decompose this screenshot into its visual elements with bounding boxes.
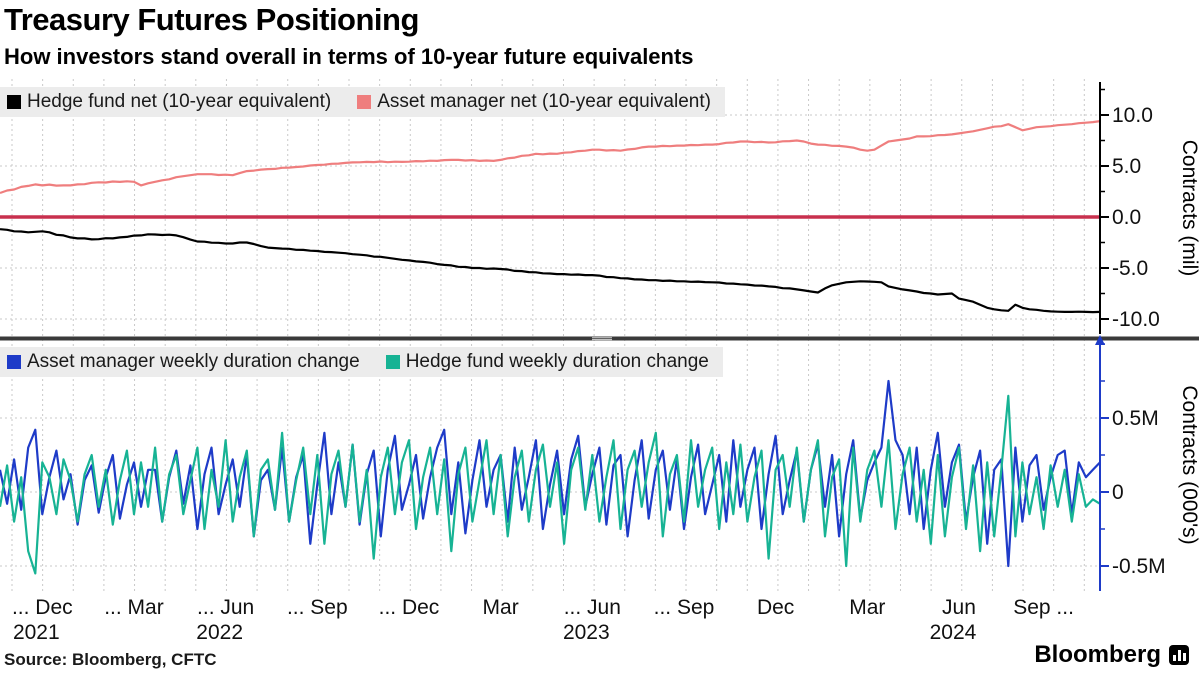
legend-item-asset-manager-change[interactable]: Asset manager weekly duration change: [7, 351, 360, 373]
x-tick-label: ... Dec: [12, 596, 73, 619]
y-tick-label: 5.0: [1112, 155, 1141, 178]
series-line-hedge-fund-weekly-duration-change: [0, 394, 1101, 575]
legend-top-panel: Hedge fund net (10-year equivalent) Asse…: [0, 87, 725, 117]
legend-item-hedge-fund-net[interactable]: Hedge fund net (10-year equivalent): [7, 91, 331, 113]
legend-label: Hedge fund net (10-year equivalent): [27, 91, 332, 112]
x-tick-label: Jun: [942, 596, 976, 619]
source-credit: Source: Bloomberg, CFTC: [4, 650, 217, 669]
x-year-label: 2024: [930, 621, 977, 644]
x-year-label: 2022: [196, 621, 243, 644]
x-tick-label: ... Jun: [564, 596, 621, 619]
legend-item-asset-manager-net[interactable]: Asset manager net (10-year equivalent): [357, 91, 711, 113]
bloomberg-brand: Bloomberg: [1034, 641, 1189, 669]
x-tick-label: ... Jun: [197, 596, 254, 619]
axis-arrow-icon: [1095, 335, 1105, 345]
y-tick-label: -5.0: [1112, 257, 1148, 280]
series-line-asset-manager-net-10-year-equivalent-: [0, 120, 1101, 195]
x-tick-label: Sep ...: [1013, 596, 1074, 619]
bloomberg-logo-text: Bloomberg: [1034, 641, 1161, 668]
legend-swatch-salmon-icon: [357, 95, 372, 109]
legend-item-hedge-fund-change[interactable]: Hedge fund weekly duration change: [385, 351, 709, 373]
x-tick-label: ... Mar: [104, 596, 164, 619]
series-line-asset-manager-weekly-duration-change: [0, 379, 1101, 568]
legend-label: Asset manager net (10-year equivalent): [377, 91, 711, 112]
panel-divider: [0, 336, 1199, 341]
legend-swatch-blue-icon: [7, 355, 21, 369]
legend-swatch-teal-icon: [385, 355, 400, 369]
y-axis-title-panel-1: Contracts (mil): [1178, 140, 1199, 277]
legend-bottom-panel: Asset manager weekly duration change Hed…: [0, 347, 723, 377]
series-line-hedge-fund-net-10-year-equivalent-: [0, 228, 1101, 314]
page-subtitle: How investors stand overall in terms of …: [4, 44, 694, 69]
y-tick-label: 0.5M: [1112, 407, 1159, 430]
y-tick-label: 10.0: [1112, 104, 1153, 127]
x-tick-label: ... Sep: [654, 596, 715, 619]
legend-label: Hedge fund weekly duration change: [405, 351, 709, 372]
legend-label: Asset manager weekly duration change: [27, 351, 360, 372]
x-tick-label: Mar: [483, 596, 519, 619]
x-tick-label: Mar: [849, 596, 885, 619]
page-title: Treasury Futures Positioning: [4, 2, 419, 37]
x-year-label: 2021: [13, 621, 60, 644]
x-tick-label: ... Sep: [287, 596, 348, 619]
y-tick-label: 0: [1112, 481, 1124, 504]
x-tick-label: ... Dec: [379, 596, 440, 619]
y-tick-label: -0.5M: [1112, 555, 1166, 578]
bloomberg-terminal-icon: [1169, 645, 1189, 665]
legend-swatch-black-icon: [7, 95, 21, 109]
x-year-label: 2023: [563, 621, 610, 644]
y-tick-label: -10.0: [1112, 308, 1160, 331]
y-axis-title-panel-2: Contracts (000's): [1178, 385, 1199, 544]
y-tick-label: 0.0: [1112, 206, 1141, 229]
x-tick-label: Dec: [757, 596, 794, 619]
